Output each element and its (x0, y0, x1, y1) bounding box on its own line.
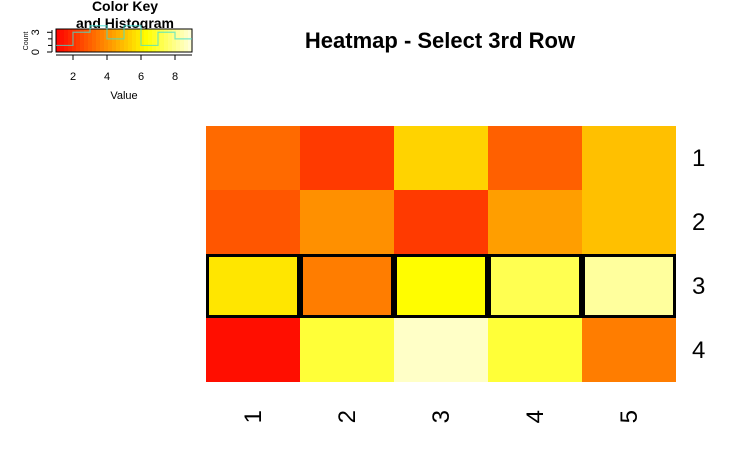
color-key-swatch (164, 29, 169, 52)
color-key-y-ticks: 03 (30, 29, 52, 55)
heatmap-cell-r3-c2 (300, 254, 394, 318)
heatmap-cell-r1-c2 (300, 126, 394, 190)
chart-title: Heatmap - Select 3rd Row (305, 28, 576, 53)
color-key-swatch (60, 29, 65, 52)
row-labels: 1 2 3 4 (692, 145, 705, 364)
highlight-outline-c3 (394, 254, 488, 318)
heatmap-cell-r3-c4 (488, 254, 582, 318)
heatmap-cell-r4-c1 (206, 318, 300, 382)
highlight-outline-c1 (206, 254, 300, 318)
row-label: 4 (692, 337, 705, 364)
column-labels: 1 2 3 4 5 (240, 410, 643, 423)
color-key-swatch (80, 29, 85, 52)
color-key-swatch (104, 29, 109, 52)
color-key-swatch (120, 29, 125, 52)
color-key-swatch (184, 29, 189, 52)
row-label: 3 (692, 273, 705, 300)
highlighted-row-outlines (206, 254, 676, 318)
color-key-swatch (84, 29, 89, 52)
color-key-swatch (72, 29, 77, 52)
heatmap-cell-r4-c3 (394, 318, 488, 382)
column-label: 4 (522, 410, 549, 423)
row-label: 1 (692, 145, 705, 172)
heatmap-cell-r3-c1 (206, 254, 300, 318)
heatmap-cell-r4-c2 (300, 318, 394, 382)
column-label: 2 (334, 410, 361, 423)
color-key-swatch (100, 29, 105, 52)
heatmap-cell-r2-c2 (300, 190, 394, 254)
color-key-swatch (180, 29, 185, 52)
heatmap-cell-r2-c3 (394, 190, 488, 254)
color-key-x-tick-label: 6 (138, 71, 144, 83)
color-key-y-tick-label: 0 (30, 49, 42, 55)
color-key-swatch (92, 29, 97, 52)
heatmap-cell-r4-c4 (488, 318, 582, 382)
color-key-swatch (140, 29, 145, 52)
color-key-histogram (56, 25, 192, 47)
heatmap-cell-r4-c5 (582, 318, 676, 382)
color-key-swatch (172, 29, 177, 52)
heatmap-cell-r2-c4 (488, 190, 582, 254)
color-key-title-line1: Color Key (92, 0, 158, 14)
row-label: 2 (692, 209, 705, 236)
color-key-swatch (56, 29, 61, 52)
color-key-x-tick-label: 2 (70, 71, 76, 83)
color-key-swatch (108, 29, 113, 52)
color-key-swatch (128, 29, 133, 52)
heatmap-cell-r2-c5 (582, 190, 676, 254)
color-key-swatch (168, 29, 173, 52)
heatmap-cell-r1-c5 (582, 126, 676, 190)
color-key-x-ticks: 2 4 6 8 (70, 55, 178, 83)
color-key-swatch (112, 29, 117, 52)
heatmap-cell-r1-c4 (488, 126, 582, 190)
color-key-swatch (76, 29, 81, 52)
color-key-swatch (188, 29, 193, 52)
color-key-y-tick-label: 3 (30, 29, 42, 35)
highlight-outline-c2 (300, 254, 394, 318)
color-key-swatch (96, 29, 101, 52)
color-key-x-tick-label: 4 (104, 71, 110, 83)
color-key-swatch (136, 29, 141, 52)
color-key-swatch (116, 29, 121, 52)
heatmap-cells (206, 126, 676, 382)
color-key-title-line2: and Histogram (76, 15, 174, 31)
color-key-swatch (132, 29, 137, 52)
color-key-swatch (144, 29, 149, 52)
color-key-swatch (68, 29, 73, 52)
color-key-swatch (88, 29, 93, 52)
column-label: 1 (240, 410, 267, 423)
color-key-swatch (124, 29, 129, 52)
column-label: 3 (428, 410, 455, 423)
color-key-swatch (176, 29, 181, 52)
color-key-ylabel: Count (23, 32, 30, 51)
heatmap-cell-r1-c1 (206, 126, 300, 190)
color-key-swatch (64, 29, 69, 52)
highlight-outline-c4 (488, 254, 582, 318)
color-key-swatch (160, 29, 165, 52)
highlight-outline-c5 (582, 254, 676, 318)
color-key-swatch (152, 29, 157, 52)
heatmap-cell-r2-c1 (206, 190, 300, 254)
heatmap-cell-r1-c3 (394, 126, 488, 190)
color-key-swatch (148, 29, 153, 52)
color-key-x-tick-label: 8 (172, 71, 178, 83)
color-key-xlabel: Value (110, 90, 137, 102)
heatmap-cell-r3-c5 (582, 254, 676, 318)
heatmap-cell-r3-c3 (394, 254, 488, 318)
column-label: 5 (616, 410, 643, 423)
